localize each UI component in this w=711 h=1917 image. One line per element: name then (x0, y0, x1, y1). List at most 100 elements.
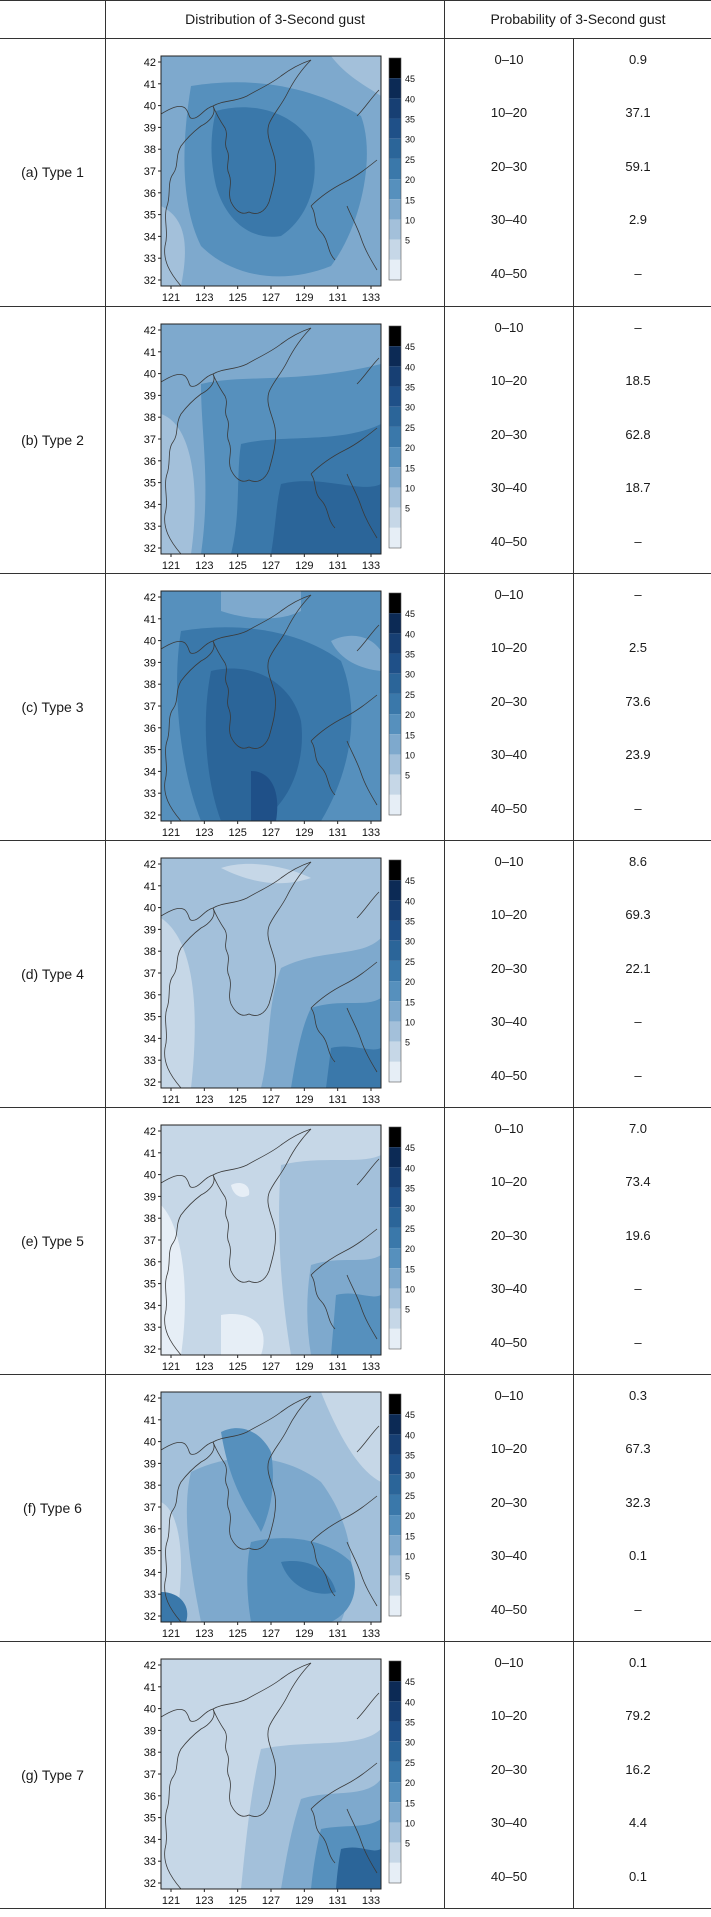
gust-contour-region (221, 863, 311, 884)
colorbar-swatch (389, 633, 401, 654)
gust-range-cell: 30–40 (490, 747, 528, 763)
colorbar-swatch (389, 714, 401, 735)
colorbar-swatch (389, 1288, 401, 1309)
lat-tick-label: 33 (144, 253, 156, 265)
gust-range-cell: 40–50 (490, 1334, 528, 1350)
lat-tick-label: 40 (144, 636, 156, 648)
colorbar-swatch (389, 754, 401, 775)
colorbar-swatch (389, 507, 401, 528)
gust-probability-cell: – (634, 1601, 642, 1617)
lon-tick-label: 133 (362, 827, 380, 839)
gust-contour-region (231, 1183, 250, 1197)
gust-range-cell: 40–50 (490, 533, 528, 549)
lon-tick-label: 133 (362, 560, 380, 572)
lon-tick-label: 123 (195, 1628, 213, 1640)
colorbar-tick-label: 35 (405, 917, 415, 927)
colorbar-swatch (389, 613, 401, 634)
lon-tick-label: 127 (262, 560, 280, 572)
lat-tick-label: 32 (144, 1344, 156, 1356)
colorbar-swatch (389, 1555, 401, 1576)
colorbar-tick-label: 20 (405, 710, 415, 720)
colorbar-tick-label: 40 (405, 629, 415, 639)
gust-range-cell: 10–20 (490, 907, 528, 923)
gust-shading (161, 324, 381, 554)
lon-tick-label: 125 (228, 1628, 246, 1640)
lon-tick-label: 131 (328, 1628, 346, 1640)
gust-contour-region (331, 56, 381, 96)
colorbar-tick-label: 10 (405, 1551, 415, 1561)
colorbar-swatch (389, 98, 401, 119)
lat-tick-label: 42 (144, 1126, 156, 1138)
coastline (212, 59, 312, 214)
lat-tick-label: 41 (144, 347, 156, 359)
colorbar-tick-label: 30 (405, 403, 415, 413)
gust-probability-cell: 37.1 (625, 105, 651, 121)
coastline (212, 594, 312, 749)
gust-distribution-map: 42 41 40 39 38 37 36 35 34 33 32 121 123 125 127 129 131… (144, 323, 415, 572)
gust-contour-region (331, 1293, 381, 1355)
gust-range-cell: 40–50 (490, 800, 528, 816)
coastline (212, 1662, 312, 1817)
gust-map-cell: 42 41 40 39 38 37 36 35 34 33 32 121 123 125 127 129 131… (106, 38, 444, 305)
colorbar-swatch (389, 1187, 401, 1208)
colorbar-swatch (389, 1147, 401, 1168)
colorbar-swatch (389, 1207, 401, 1228)
lon-tick-label: 127 (262, 1628, 280, 1640)
colorbar-tick-label: 15 (405, 1798, 415, 1808)
gust-probability-cell: – (634, 800, 642, 816)
lon-tick-label: 127 (262, 1094, 280, 1106)
lon-tick-label: 121 (162, 1094, 180, 1106)
gust-distribution-map: 42 41 40 39 38 37 36 35 34 33 32 121 123 125 127 129 131… (144, 1658, 415, 1907)
lat-tick-label: 39 (144, 1458, 156, 1470)
gust-contour-region (331, 635, 381, 671)
lat-tick-label: 39 (144, 1725, 156, 1737)
lat-tick-label: 34 (144, 231, 156, 243)
lat-tick-label: 36 (144, 990, 156, 1002)
colorbar-tick-label: 45 (405, 1677, 415, 1687)
coastline (212, 861, 312, 1016)
gust-probability-cell: 0.1 (628, 1655, 648, 1670)
gust-range-cell: 30–40 (490, 212, 528, 228)
gust-probability-cell: 73.4 (625, 1174, 651, 1190)
lat-tick-label: 32 (144, 1878, 156, 1890)
lat-tick-label: 33 (144, 1055, 156, 1067)
colorbar-tick-label: 5 (405, 1572, 410, 1582)
gust-contour-region (251, 771, 278, 821)
grid-line-col2 (444, 0, 445, 1908)
lat-tick-label: 36 (144, 456, 156, 468)
gust-contour-region (161, 1592, 188, 1622)
coastline (310, 89, 380, 271)
gust-contour-region (161, 918, 195, 1088)
lat-tick-label: 33 (144, 1589, 156, 1601)
coastline (161, 1708, 215, 1889)
colorbar-swatch (389, 1454, 401, 1475)
lat-tick-label: 36 (144, 723, 156, 735)
gust-range-cell: 20–30 (490, 158, 528, 174)
row-label: (b) Type 2 (21, 431, 84, 448)
gust-range-cell: 20–30 (490, 1227, 528, 1243)
colorbar-tick-label: 20 (405, 1511, 415, 1521)
colorbar-swatch (389, 900, 401, 921)
header-distribution: Distribution of 3-Second gust (185, 11, 365, 27)
gust-probability-cell: 59.1 (625, 158, 651, 174)
gust-contour-region (221, 1428, 273, 1532)
gust-range-cell: 30–40 (490, 480, 528, 496)
lon-tick-label: 131 (328, 292, 346, 304)
colorbar-tick-label: 5 (405, 504, 410, 514)
gust-probability-cell: 73.6 (625, 693, 651, 709)
colorbar-swatch (389, 960, 401, 982)
colorbar-swatch (389, 326, 401, 347)
coastline (310, 1692, 380, 1874)
colorbar-swatch (389, 1167, 401, 1188)
gust-contour-region (161, 1502, 181, 1622)
gust-contour-region (221, 1314, 264, 1355)
colorbar-tick-label: 35 (405, 115, 415, 125)
gust-probability-cell: – (634, 265, 642, 281)
colorbar-tick-label: 20 (405, 175, 415, 185)
gust-contour-region (271, 481, 381, 554)
colorbar-swatch (389, 940, 401, 961)
gust-probability-cell: 0.1 (628, 1868, 648, 1884)
row-label: (e) Type 5 (21, 1232, 84, 1249)
lat-tick-label: 32 (144, 275, 156, 287)
lat-tick-label: 42 (144, 859, 156, 871)
